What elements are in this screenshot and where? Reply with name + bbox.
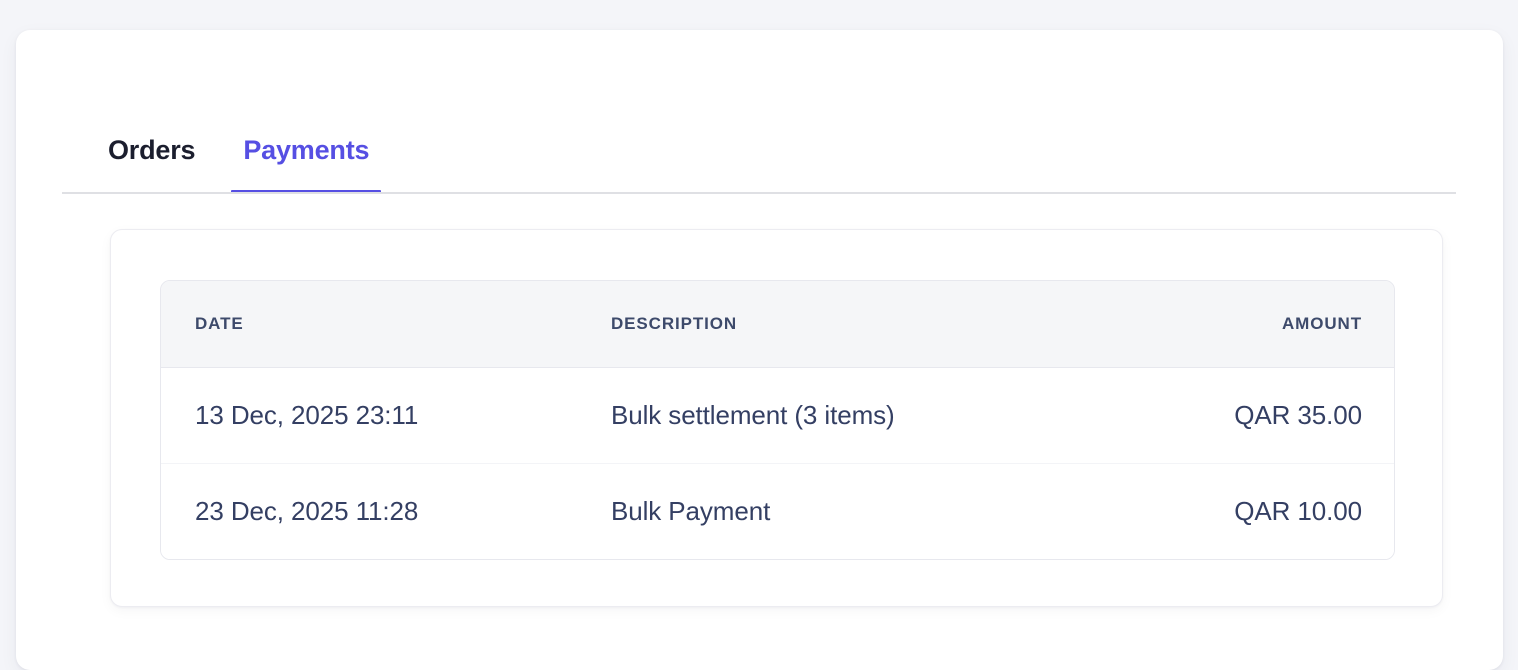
payments-table-body: 13 Dec, 2025 23:11 Bulk settlement (3 it… <box>161 367 1394 559</box>
cell-amount: QAR 10.00 <box>1131 462 1394 559</box>
cell-amount: QAR 35.00 <box>1234 399 1362 430</box>
payments-panel: DATE DESCRIPTION AMOUNT 13 Dec, 2025 23:… <box>110 229 1443 607</box>
tab-orders[interactable]: Orders <box>108 135 196 194</box>
cell-description: Bulk Payment <box>591 462 1131 559</box>
tab-bar: Orders Payments <box>62 92 1456 194</box>
tab-payments-label: Payments <box>243 135 370 165</box>
column-header-date[interactable]: DATE <box>161 281 591 368</box>
cell-description: Bulk settlement (3 items) <box>611 399 895 430</box>
payments-table-container: DATE DESCRIPTION AMOUNT 13 Dec, 2025 23:… <box>160 280 1395 560</box>
column-header-description[interactable]: DESCRIPTION <box>591 281 1131 368</box>
page-card: Orders Payments DATE DESCRIPTION <box>16 30 1503 670</box>
cell-date: 23 Dec, 2025 11:28 <box>161 462 591 559</box>
payments-table: DATE DESCRIPTION AMOUNT 13 Dec, 2025 23:… <box>161 281 1394 559</box>
tab-payments[interactable]: Payments <box>231 135 382 194</box>
cell-date: 13 Dec, 2025 23:11 <box>195 399 419 430</box>
table-row[interactable]: 23 Dec, 2025 11:28 Bulk Payment QAR 10.0… <box>161 462 1394 559</box>
table-header-row: DATE DESCRIPTION AMOUNT <box>161 281 1394 368</box>
tab-orders-label: Orders <box>108 135 196 165</box>
column-header-amount[interactable]: AMOUNT <box>1131 281 1394 368</box>
tab-list: Orders Payments <box>62 92 382 194</box>
tab-bar-divider <box>62 192 1456 194</box>
table-row[interactable]: 13 Dec, 2025 23:11 Bulk settlement (3 it… <box>161 367 1394 463</box>
payments-table-head: DATE DESCRIPTION AMOUNT <box>161 281 1394 368</box>
